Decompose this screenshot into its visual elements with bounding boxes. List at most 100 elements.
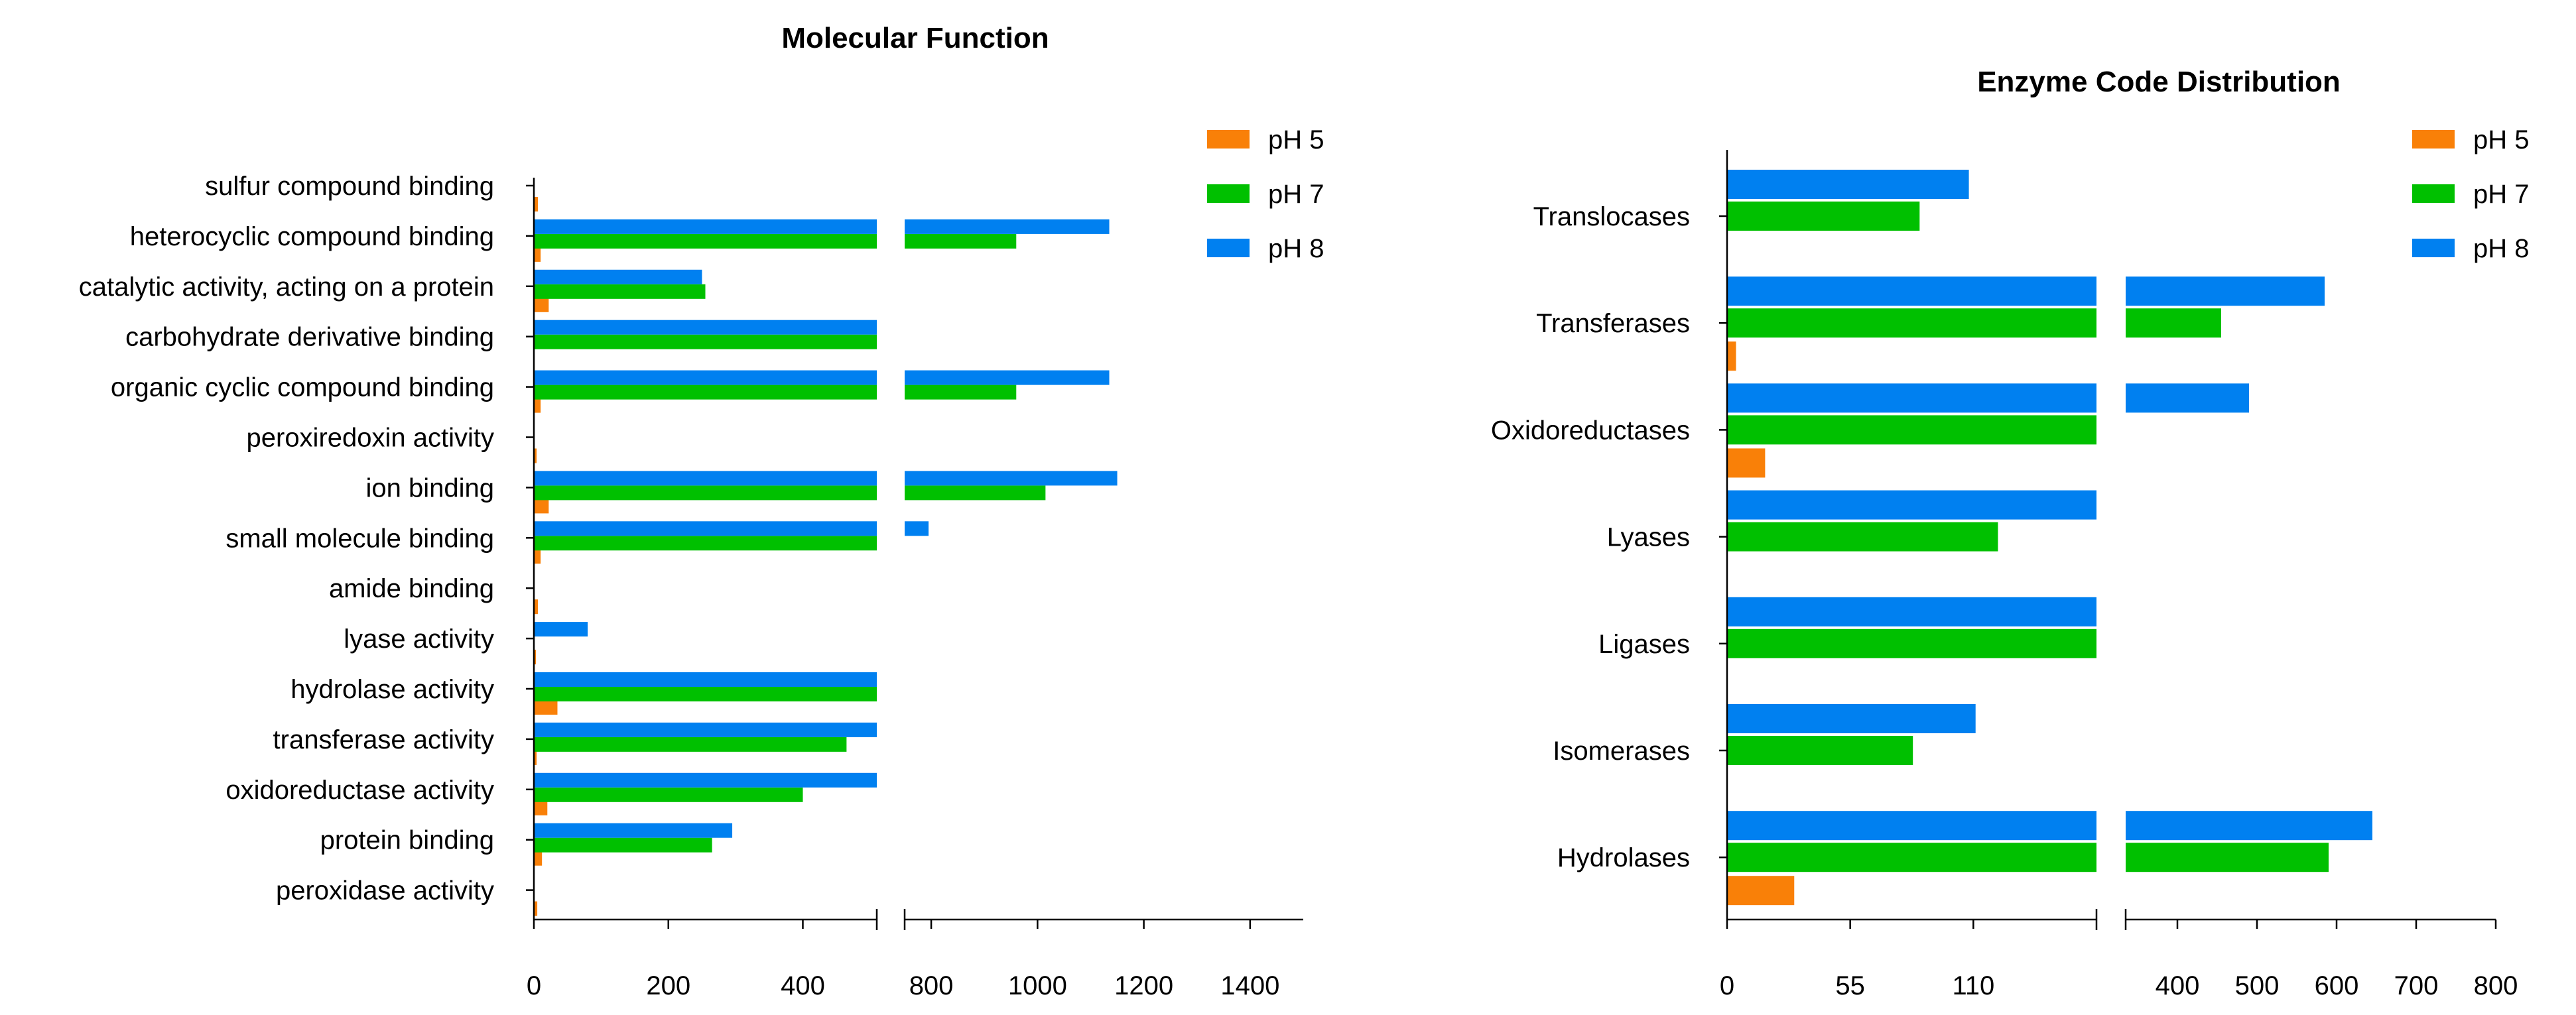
category-label-oxidoreductase-activity: oxidoreductase activity [225,776,494,805]
bar-ph-8-ion-binding-cont [905,471,1118,486]
category-label-lyases: Lyases [1607,523,1690,552]
bar-ph-7-hydrolase-activity [534,687,877,701]
bar-ph-7-hydrolases [1727,843,2096,872]
bar-ph-8-hydrolases-cont [2126,811,2372,841]
chart-1-legend-swatch-ph-5 [2412,130,2455,149]
chart-1-x-tick-label: 0 [1720,971,1734,1000]
bar-ph-8-hydrolase-activity [534,672,877,687]
chart-1-legend-label-ph-7: pH 7 [2473,180,2530,209]
category-label-carbohydrate-derivative-binding: carbohydrate derivative binding [125,323,494,352]
bar-ph-5-catalytic-activity-acting-on-a-protein [534,297,549,312]
chart-0-x-tick-label: 1400 [1220,971,1279,1000]
chart-1-x-tick-label: 110 [1952,971,1994,1000]
category-label-hydrolases: Hydrolases [1557,843,1690,872]
chart-1-legend-swatch-ph-7 [2412,184,2455,203]
chart-0-x-tick-label: 1200 [1114,971,1173,1000]
bar-ph-7-carbohydrate-derivative-binding [534,334,877,349]
bar-ph-7-transferases-cont [2126,308,2221,338]
category-label-peroxidase-activity: peroxidase activity [276,876,494,906]
bar-ph-7-lyases [1727,522,1998,552]
bar-ph-8-translocases [1727,170,1969,199]
chart-0-legend-swatch-ph-7 [1207,184,1250,203]
bar-ph-5-heterocyclic-compound-binding [534,247,541,262]
category-label-amide-binding: amide binding [329,574,494,603]
bar-ph-5-small-molecule-binding [534,549,541,564]
bar-ph-8-ion-binding [534,471,877,486]
category-label-catalytic-activity-acting-on-a-protein: catalytic activity, acting on a protein [79,272,494,302]
bar-ph-7-ion-binding [534,485,877,501]
bar-ph-8-oxidoreductase-activity [534,772,877,788]
bar-ph-5-oxidoreductases [1727,448,1766,478]
chart-0-legend-swatch-ph-5 [1207,130,1250,149]
bar-ph-5-lyase-activity [534,650,536,665]
bar-ph-7-transferase-activity [534,737,847,752]
bar-ph-8-catalytic-activity-acting-on-a-protein [534,269,702,284]
chart-title-molecular-function: Molecular Function [781,22,1049,54]
category-label-organic-cyclic-compound-binding: organic cyclic compound binding [111,373,494,402]
category-label-ion-binding: ion binding [366,473,495,503]
bar-ph-5-transferase-activity [534,750,537,765]
chart-0-legend-label-ph-7: pH 7 [1268,180,1324,209]
bar-ph-7-oxidoreductase-activity [534,787,803,802]
bar-ph-8-protein-binding [534,823,733,838]
category-label-heterocyclic-compound-binding: heterocyclic compound binding [130,222,494,251]
category-label-transferases: Transferases [1536,309,1690,338]
bar-ph-8-small-molecule-binding [534,521,877,536]
bar-ph-8-heterocyclic-compound-binding-cont [905,219,1110,234]
chart-title-enzyme-code-distribution: Enzyme Code Distribution [1977,66,2341,98]
chart-1-x-tick-label: 700 [2394,971,2439,1000]
chart-1-x-tick-label: 800 [2474,971,2518,1000]
chart-0-x-tick-label: 1000 [1008,971,1067,1000]
bar-ph-7-ion-binding-cont [905,485,1046,501]
chart-1-plot [1719,130,2497,930]
bar-ph-7-protein-binding [534,837,712,853]
chart-1-x-tick-label: 55 [1835,971,1865,1000]
bar-ph-5-ion-binding [534,499,549,514]
chart-1-legend-label-ph-5: pH 5 [2473,125,2530,154]
bar-ph-8-transferase-activity [534,722,877,737]
bar-ph-5-hydrolase-activity [534,700,558,715]
category-label-oxidoreductases: Oxidoreductases [1491,416,1690,445]
bar-ph-8-transferases [1727,276,2096,306]
chart-1-x-tick-label: 600 [2315,971,2359,1000]
category-label-peroxiredoxin-activity: peroxiredoxin activity [247,424,495,453]
bar-ph-8-carbohydrate-derivative-binding [534,320,877,335]
chart-1-legend-swatch-ph-8 [2412,239,2455,257]
bar-ph-8-organic-cyclic-compound-binding [534,370,877,385]
chart-0-x-tick-label: 800 [909,971,954,1000]
bar-ph-8-lyase-activity [534,622,588,637]
bar-ph-8-transferases-cont [2126,276,2325,306]
bar-ph-5-peroxiredoxin-activity [534,448,537,463]
bar-ph-7-organic-cyclic-compound-binding [534,385,877,400]
bar-ph-7-small-molecule-binding [534,536,877,551]
category-label-sulfur-compound-binding: sulfur compound binding [205,172,494,201]
bar-ph-5-protein-binding [534,851,543,866]
bar-ph-5-peroxidase-activity [534,901,538,916]
bar-ph-8-oxidoreductases-cont [2126,383,2249,413]
chart-0-x-tick-label: 0 [527,971,541,1000]
bar-ph-8-organic-cyclic-compound-binding-cont [905,370,1110,385]
bar-ph-8-small-molecule-binding-cont [905,521,929,536]
bar-ph-7-catalytic-activity-acting-on-a-protein [534,284,706,299]
bar-ph-5-transferases [1727,341,1736,371]
chart-0-legend-swatch-ph-8 [1207,239,1250,257]
category-label-hydrolase-activity: hydrolase activity [290,675,494,704]
bar-ph-8-hydrolases [1727,811,2096,841]
bar-ph-7-heterocyclic-compound-binding-cont [905,233,1017,249]
bar-ph-7-heterocyclic-compound-binding [534,233,877,249]
bar-ph-7-oxidoreductases [1727,415,2096,445]
bar-ph-8-heterocyclic-compound-binding [534,219,877,234]
bar-ph-7-isomerases [1727,736,1913,765]
category-label-isomerases: Isomerases [1553,737,1690,766]
bar-ph-5-organic-cyclic-compound-binding [534,398,541,413]
chart-1-legend-label-ph-8: pH 8 [2473,234,2530,263]
category-label-ligases: Ligases [1598,630,1690,659]
bar-ph-8-ligases [1727,597,2096,627]
bar-ph-8-oxidoreductases [1727,383,2096,413]
chart-1-x-tick-label: 400 [2156,971,2200,1000]
bar-ph-5-hydrolases [1727,876,1795,906]
category-label-lyase-activity: lyase activity [344,625,494,654]
chart-0-plot [526,130,1303,930]
chart-0-legend-label-ph-8: pH 8 [1268,234,1324,263]
category-label-translocases: Translocases [1533,202,1690,231]
